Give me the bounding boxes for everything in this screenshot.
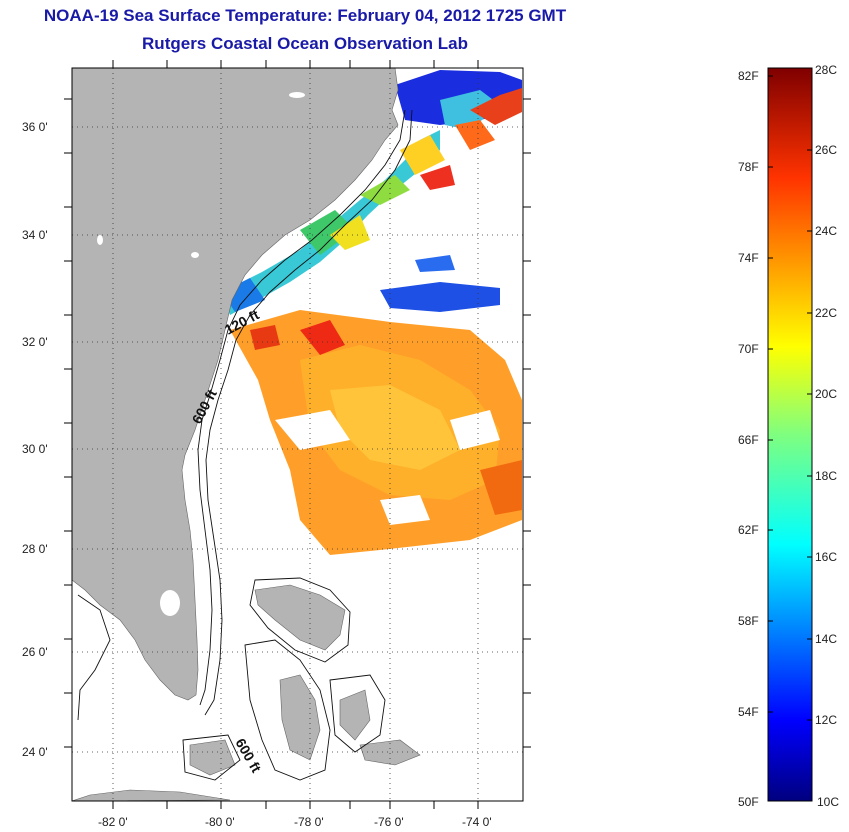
colorbar-f-82: 82F [738, 69, 759, 83]
colorbar-f-54: 54F [738, 705, 759, 719]
lon-label-76: -76 0' [374, 815, 404, 829]
colorbar-f-50: 50F [738, 795, 759, 809]
colorbar-ticks [768, 75, 812, 721]
colorbar-c-22: 22C [815, 306, 837, 320]
lakes [97, 92, 305, 616]
colorbar-c-26: 26C [815, 143, 837, 157]
colorbar-c-12: 12C [815, 713, 837, 727]
lon-label-80: -80 0' [205, 815, 235, 829]
map-frame [71, 67, 524, 802]
lat-label-24: 24 0' [22, 745, 48, 759]
graticule [72, 68, 523, 801]
lat-label-32: 32 0' [22, 335, 48, 349]
colorbar-f-74: 74F [738, 251, 759, 265]
lat-label-26: 26 0' [22, 645, 48, 659]
colorbar-f-58: 58F [738, 614, 759, 628]
colorbar-f-66: 66F [738, 433, 759, 447]
colorbar-c-20: 20C [815, 387, 837, 401]
frame-ticks [64, 60, 531, 809]
lon-label-74: -74 0' [462, 815, 492, 829]
land [72, 68, 421, 801]
lat-label-36: 36 0' [22, 120, 48, 134]
lat-label-28: 28 0' [22, 542, 48, 556]
colorbar-c-16: 16C [815, 550, 837, 564]
colorbar-c-18: 18C [815, 469, 837, 483]
colorbar-f-70: 70F [738, 342, 759, 356]
depth-contours [77, 109, 413, 781]
map-subtitle: Rutgers Coastal Ocean Observation Lab [142, 34, 468, 53]
colorbar-f-62: 62F [738, 523, 759, 537]
colorbar-f-78: 78F [738, 160, 759, 174]
lon-label-78: -78 0' [294, 815, 324, 829]
lat-label-34: 34 0' [22, 228, 48, 242]
colorbar-c-28: 28C [815, 63, 837, 77]
lat-label-30: 30 0' [22, 442, 48, 456]
colorbar-c-10: 10C [817, 795, 839, 809]
colorbar [767, 67, 813, 802]
map-title: NOAA-19 Sea Surface Temperature: Februar… [43, 6, 567, 25]
lon-label-82: -82 0' [98, 815, 128, 829]
colorbar-c-14: 14C [815, 632, 837, 646]
colorbar-c-24: 24C [815, 224, 837, 238]
